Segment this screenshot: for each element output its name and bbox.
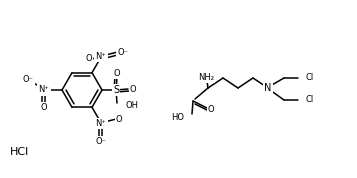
Text: OH: OH bbox=[126, 101, 139, 109]
Text: N⁺: N⁺ bbox=[96, 52, 106, 61]
Text: O: O bbox=[86, 54, 92, 63]
Text: O: O bbox=[130, 85, 136, 95]
Text: Cl: Cl bbox=[305, 74, 313, 82]
Text: NH₂: NH₂ bbox=[198, 72, 214, 82]
Text: O: O bbox=[116, 115, 122, 124]
Text: S: S bbox=[113, 85, 119, 95]
Text: N⁺: N⁺ bbox=[39, 85, 49, 95]
Text: HO: HO bbox=[171, 112, 184, 122]
Text: O⁻: O⁻ bbox=[22, 75, 34, 83]
Text: HCl: HCl bbox=[10, 147, 29, 157]
Text: N: N bbox=[264, 83, 272, 93]
Text: O⁻: O⁻ bbox=[96, 137, 106, 146]
Text: O: O bbox=[208, 106, 214, 114]
Text: N⁺: N⁺ bbox=[96, 119, 106, 128]
Text: O: O bbox=[114, 69, 120, 77]
Text: Cl: Cl bbox=[305, 96, 313, 104]
Text: O: O bbox=[41, 103, 47, 112]
Text: O⁻: O⁻ bbox=[117, 48, 129, 57]
